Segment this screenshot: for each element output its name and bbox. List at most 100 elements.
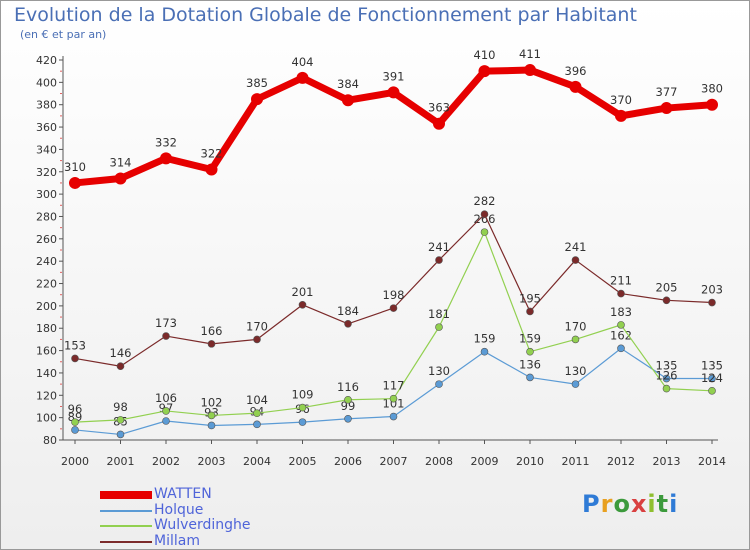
- data-label: 322: [201, 147, 223, 161]
- y-tick-label: 160: [36, 345, 57, 358]
- legend-swatch-wulverdinghe: [100, 525, 152, 527]
- data-label: 241: [428, 240, 450, 254]
- data-point: [116, 362, 125, 371]
- data-point: [571, 256, 580, 264]
- data-point: [708, 298, 716, 307]
- data-point: [480, 228, 489, 236]
- data-point: [480, 347, 489, 356]
- x-tick-label: 2010: [516, 455, 544, 468]
- data-point: [253, 335, 261, 344]
- data-label: 377: [656, 85, 678, 99]
- data-point: [251, 93, 263, 106]
- data-label: 106: [155, 391, 177, 405]
- data-point: [342, 94, 354, 107]
- data-label: 117: [383, 379, 405, 393]
- data-label: 159: [519, 332, 541, 346]
- data-label: 101: [383, 397, 405, 411]
- data-label: 96: [68, 402, 83, 416]
- data-point: [435, 256, 443, 264]
- data-label: 170: [565, 319, 587, 333]
- data-point: [615, 109, 627, 122]
- data-point: [71, 426, 79, 434]
- data-point: [662, 384, 671, 393]
- data-point: [662, 374, 671, 383]
- data-point: [296, 71, 309, 84]
- data-label: 170: [246, 319, 268, 333]
- y-tick-label: 80: [43, 434, 57, 447]
- y-tick-label: 140: [36, 367, 57, 380]
- x-tick-label: 2009: [471, 455, 499, 468]
- data-point: [298, 403, 307, 412]
- data-label: 241: [565, 240, 587, 254]
- y-tick-label: 320: [36, 166, 57, 179]
- data-label: 385: [246, 76, 268, 90]
- y-tick-label: 340: [36, 143, 57, 156]
- y-tick-label: 260: [36, 233, 57, 246]
- data-label: 205: [656, 280, 678, 294]
- data-point: [116, 430, 125, 439]
- data-label: 109: [292, 388, 314, 402]
- data-label: 411: [519, 47, 541, 61]
- data-point: [389, 304, 398, 312]
- logo-letter: t: [656, 490, 670, 518]
- data-point: [162, 332, 170, 340]
- data-label: 195: [519, 291, 541, 305]
- data-point: [207, 411, 216, 420]
- data-label: 203: [701, 283, 723, 297]
- data-label: 184: [337, 304, 359, 318]
- data-label: 266: [474, 212, 496, 226]
- data-label: 173: [155, 316, 177, 330]
- legend-label-wulverdinghe: Wulverdinghe: [154, 517, 251, 533]
- x-tick-label: 2013: [653, 455, 681, 468]
- data-label: 282: [474, 194, 496, 208]
- data-point: [69, 176, 81, 189]
- x-tick-label: 2003: [198, 455, 226, 468]
- data-point: [526, 373, 534, 382]
- data-point: [389, 394, 398, 403]
- data-point: [435, 380, 443, 388]
- x-tick-label: 2005: [289, 455, 317, 468]
- y-tick-label: 220: [36, 278, 57, 291]
- logo-letter: P: [582, 490, 601, 518]
- data-label: 201: [292, 285, 314, 299]
- data-label: 116: [337, 380, 359, 394]
- data-point: [708, 387, 716, 395]
- data-label: 384: [337, 77, 359, 91]
- y-tick-label: 120: [36, 389, 57, 402]
- y-tick-label: 200: [36, 300, 57, 313]
- data-label: 102: [201, 395, 223, 409]
- data-label: 396: [565, 64, 587, 78]
- data-label: 370: [610, 93, 632, 107]
- data-point: [298, 418, 307, 426]
- legend-swatch-watten: [100, 491, 152, 499]
- data-point: [160, 152, 172, 165]
- x-tick-label: 2007: [380, 455, 408, 468]
- data-label: 198: [383, 288, 405, 302]
- data-label: 130: [428, 364, 450, 378]
- y-tick-label: 420: [36, 54, 57, 67]
- data-label: 98: [113, 400, 128, 414]
- data-point: [344, 414, 352, 423]
- data-point: [207, 340, 216, 348]
- y-tick-label: 400: [36, 76, 57, 89]
- y-tick-label: 100: [36, 412, 57, 425]
- data-point: [478, 65, 491, 78]
- data-point: [526, 307, 534, 316]
- data-point: [389, 412, 398, 421]
- data-point: [524, 64, 536, 77]
- data-point: [71, 418, 79, 426]
- data-label: 166: [201, 324, 223, 338]
- data-point: [706, 98, 718, 111]
- logo-letter: i: [647, 490, 657, 518]
- x-tick-label: 2000: [61, 455, 89, 468]
- data-label: 104: [246, 393, 268, 407]
- data-point: [253, 420, 261, 429]
- data-point: [253, 409, 261, 417]
- data-point: [207, 421, 216, 430]
- data-label: 363: [428, 101, 450, 115]
- x-tick-label: 2014: [698, 455, 726, 468]
- data-label: 135: [656, 359, 678, 373]
- data-label: 314: [110, 155, 132, 169]
- data-label: 391: [383, 69, 405, 83]
